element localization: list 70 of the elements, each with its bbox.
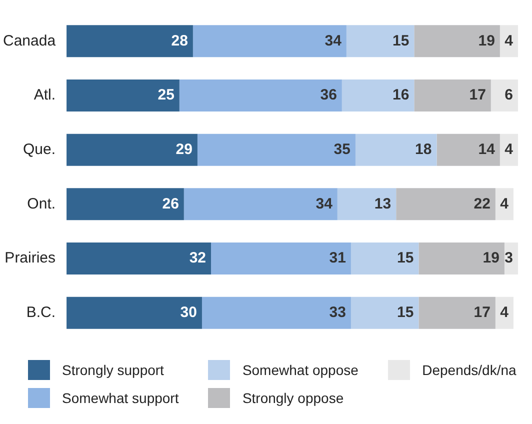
data-label: 15 — [392, 32, 410, 50]
bar — [66, 296, 202, 329]
data-label: 17 — [469, 86, 486, 104]
bar — [197, 134, 356, 166]
bar — [337, 188, 396, 220]
bar — [418, 296, 496, 329]
bar — [500, 25, 518, 58]
bar — [66, 188, 184, 220]
data-label: 19 — [478, 32, 495, 50]
data-label: 15 — [396, 304, 414, 321]
data-label: 4 — [500, 195, 510, 212]
data-label: 34 — [324, 32, 342, 50]
bar — [418, 242, 504, 274]
y-tick-label: Ont. — [27, 195, 56, 212]
bar — [495, 296, 514, 329]
y-tick-label: Que. — [23, 140, 56, 158]
data-label: 19 — [482, 250, 500, 267]
data-label: 14 — [478, 140, 496, 158]
data-label: 32 — [189, 250, 206, 267]
data-label: 25 — [158, 86, 174, 104]
bar — [202, 296, 351, 329]
data-label: 4 — [504, 32, 514, 50]
bar — [495, 188, 514, 220]
bar — [490, 80, 518, 112]
bar — [192, 25, 346, 58]
y-tick-label: Atl. — [34, 86, 56, 104]
data-label: 13 — [374, 195, 392, 212]
bar — [66, 242, 212, 274]
data-label: 22 — [474, 195, 490, 212]
bar — [350, 242, 419, 274]
data-label: 33 — [329, 304, 346, 321]
data-label: 4 — [500, 304, 510, 321]
y-tick-label: B.C. — [26, 304, 56, 321]
bar — [414, 25, 500, 58]
legend-label: Somewhat support — [62, 390, 179, 406]
bar — [66, 80, 180, 112]
data-label: 28 — [171, 32, 188, 50]
data-label: 3 — [504, 250, 513, 267]
bar — [211, 242, 351, 274]
bar — [346, 25, 414, 58]
bar — [355, 134, 437, 166]
data-label: 30 — [180, 304, 197, 321]
data-label: 17 — [474, 304, 490, 321]
bar — [184, 188, 338, 220]
data-label: 34 — [316, 195, 334, 212]
data-label: 26 — [162, 195, 179, 212]
data-label: 6 — [504, 86, 513, 104]
bar — [179, 80, 342, 112]
bar — [66, 25, 193, 58]
data-label: 31 — [329, 250, 346, 267]
y-tick-label: Canada — [2, 32, 56, 50]
data-label: 4 — [504, 140, 514, 158]
bar — [66, 134, 198, 166]
bar — [436, 134, 500, 166]
data-label: 16 — [392, 86, 410, 104]
bar — [500, 134, 518, 166]
bar — [350, 296, 419, 329]
bar — [342, 80, 414, 112]
legend-label: Strongly oppose — [242, 390, 344, 406]
y-tick-label: Prairies — [4, 250, 56, 267]
data-label: 18 — [415, 140, 432, 158]
bar — [414, 80, 491, 112]
legend-label: Depends/dk/na — [422, 362, 516, 378]
data-label: 36 — [320, 86, 337, 104]
legend-label: Somewhat oppose — [242, 362, 358, 378]
bar — [396, 188, 496, 220]
legend-label: Strongly support — [62, 362, 164, 378]
data-label: 35 — [334, 140, 350, 158]
data-label: 29 — [176, 140, 192, 158]
data-label: 15 — [396, 250, 414, 267]
